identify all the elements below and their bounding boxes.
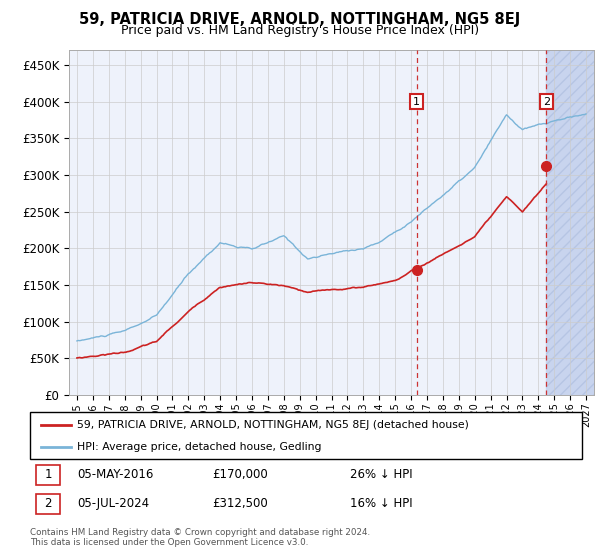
Text: 05-JUL-2024: 05-JUL-2024 (77, 497, 149, 510)
Text: 1: 1 (44, 468, 52, 482)
Text: 26% ↓ HPI: 26% ↓ HPI (350, 468, 413, 482)
Text: 16% ↓ HPI: 16% ↓ HPI (350, 497, 413, 510)
Bar (546, 50, 594, 395)
FancyBboxPatch shape (35, 493, 61, 514)
Text: £312,500: £312,500 (212, 497, 268, 510)
Text: Price paid vs. HM Land Registry's House Price Index (HPI): Price paid vs. HM Land Registry's House … (121, 24, 479, 36)
FancyBboxPatch shape (30, 412, 582, 459)
Text: 2: 2 (44, 497, 52, 510)
Text: 59, PATRICIA DRIVE, ARNOLD, NOTTINGHAM, NG5 8EJ (detached house): 59, PATRICIA DRIVE, ARNOLD, NOTTINGHAM, … (77, 420, 469, 430)
Text: 1: 1 (413, 97, 420, 107)
Text: Contains HM Land Registry data © Crown copyright and database right 2024.
This d: Contains HM Land Registry data © Crown c… (30, 528, 370, 547)
Text: 05-MAY-2016: 05-MAY-2016 (77, 468, 153, 482)
FancyBboxPatch shape (35, 465, 61, 485)
Text: £170,000: £170,000 (212, 468, 268, 482)
Text: 2: 2 (543, 97, 550, 107)
Text: HPI: Average price, detached house, Gedling: HPI: Average price, detached house, Gedl… (77, 442, 322, 452)
Text: 59, PATRICIA DRIVE, ARNOLD, NOTTINGHAM, NG5 8EJ: 59, PATRICIA DRIVE, ARNOLD, NOTTINGHAM, … (79, 12, 521, 27)
Bar (546, 50, 594, 395)
